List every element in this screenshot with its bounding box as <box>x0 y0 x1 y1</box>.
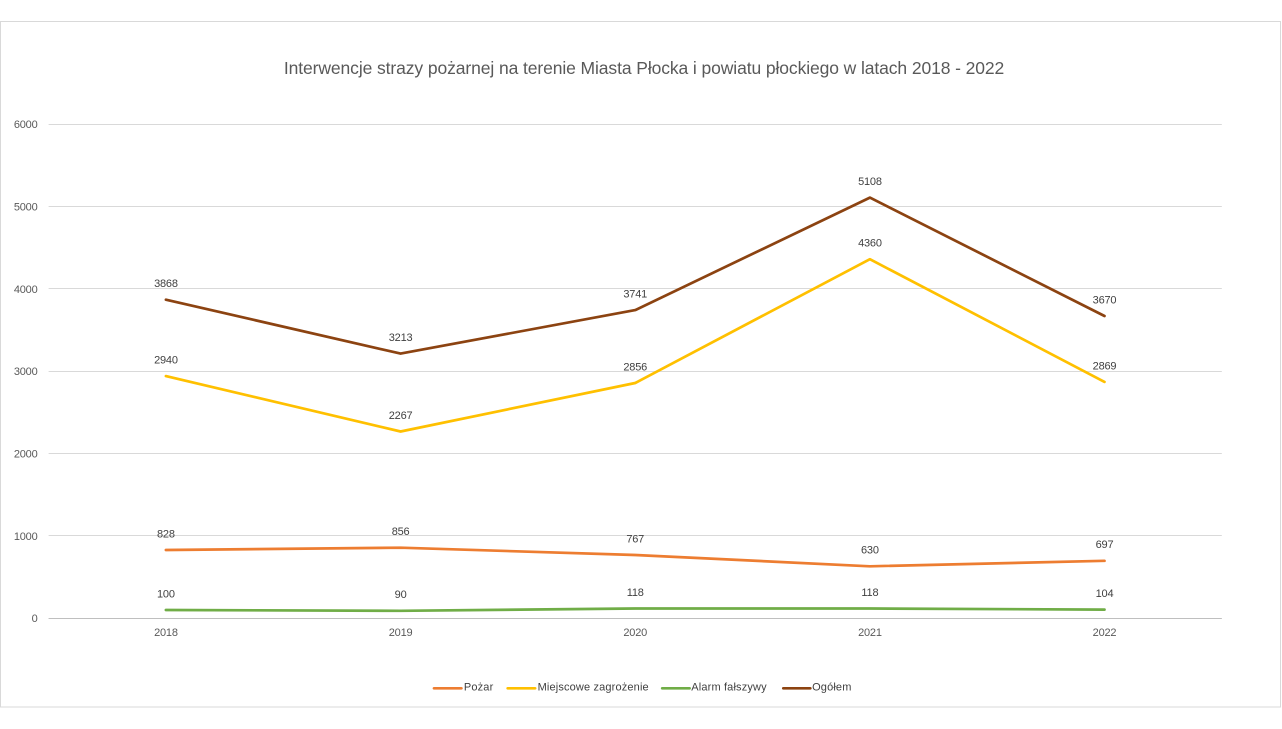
svg-text:3741: 3741 <box>623 289 647 301</box>
svg-text:2021: 2021 <box>858 627 882 639</box>
svg-text:100: 100 <box>157 588 175 600</box>
svg-text:2020: 2020 <box>623 627 647 639</box>
svg-text:5000: 5000 <box>14 202 38 214</box>
svg-text:0: 0 <box>32 613 38 625</box>
svg-text:828: 828 <box>157 528 175 540</box>
svg-text:118: 118 <box>861 587 878 599</box>
svg-text:Miejscowe zagrożenie: Miejscowe zagrożenie <box>538 682 649 694</box>
svg-text:630: 630 <box>861 545 879 557</box>
svg-text:2869: 2869 <box>1093 360 1117 372</box>
svg-text:767: 767 <box>626 533 644 545</box>
svg-text:4000: 4000 <box>14 284 38 296</box>
svg-text:6000: 6000 <box>14 119 38 131</box>
svg-text:2856: 2856 <box>623 361 647 373</box>
svg-text:104: 104 <box>1096 588 1114 600</box>
svg-text:2000: 2000 <box>14 449 38 461</box>
svg-text:3000: 3000 <box>14 366 38 378</box>
svg-text:118: 118 <box>627 587 644 599</box>
svg-text:697: 697 <box>1096 539 1114 551</box>
svg-text:3868: 3868 <box>154 278 178 290</box>
svg-text:2940: 2940 <box>154 355 178 367</box>
svg-text:1000: 1000 <box>14 531 38 543</box>
svg-text:Ogółem: Ogółem <box>812 682 851 694</box>
svg-text:Pożar: Pożar <box>464 682 494 694</box>
svg-text:3213: 3213 <box>389 332 413 344</box>
svg-text:856: 856 <box>392 526 410 538</box>
svg-text:Interwencje strazy pożarnej na: Interwencje strazy pożarnej na terenie M… <box>284 58 1004 78</box>
svg-text:2018: 2018 <box>154 627 178 639</box>
svg-text:5108: 5108 <box>858 176 882 188</box>
svg-text:2267: 2267 <box>389 410 413 422</box>
svg-text:2019: 2019 <box>389 627 413 639</box>
svg-text:2022: 2022 <box>1093 627 1117 639</box>
svg-text:4360: 4360 <box>858 238 882 250</box>
svg-text:90: 90 <box>395 589 407 601</box>
svg-text:3670: 3670 <box>1093 294 1117 306</box>
svg-text:Alarm fałszywy: Alarm fałszywy <box>691 682 767 694</box>
